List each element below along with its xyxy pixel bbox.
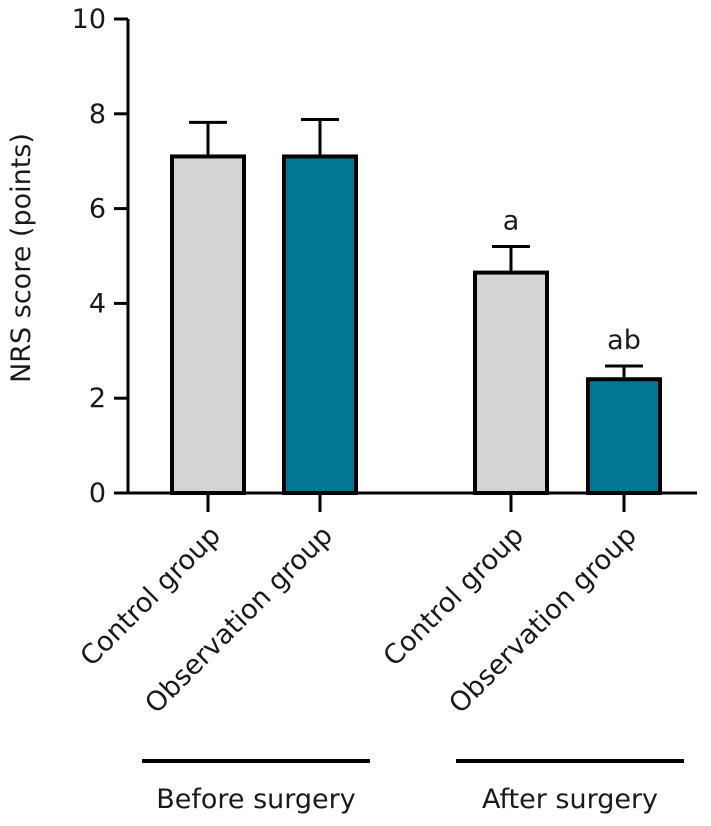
significance-label: ab (607, 325, 641, 356)
y-tick-label: 10 (72, 4, 106, 35)
bar (170, 154, 246, 496)
bar (586, 377, 662, 495)
y-tick-label: 2 (89, 383, 106, 414)
bar (282, 154, 358, 496)
bars (170, 117, 662, 496)
y-axis-title: NRS score (points) (6, 133, 37, 383)
group-label: Before surgery (156, 784, 356, 815)
y-tick-label: 6 (89, 194, 106, 225)
bar (473, 270, 549, 495)
category-label: Observation group (443, 520, 643, 720)
y-tick-label: 0 (89, 478, 106, 509)
y-tick-label: 8 (89, 99, 106, 130)
category-label: Observation group (139, 520, 339, 720)
y-tick-label: 4 (89, 288, 106, 319)
significance-label: a (503, 206, 520, 237)
group-label: After surgery (482, 784, 658, 815)
